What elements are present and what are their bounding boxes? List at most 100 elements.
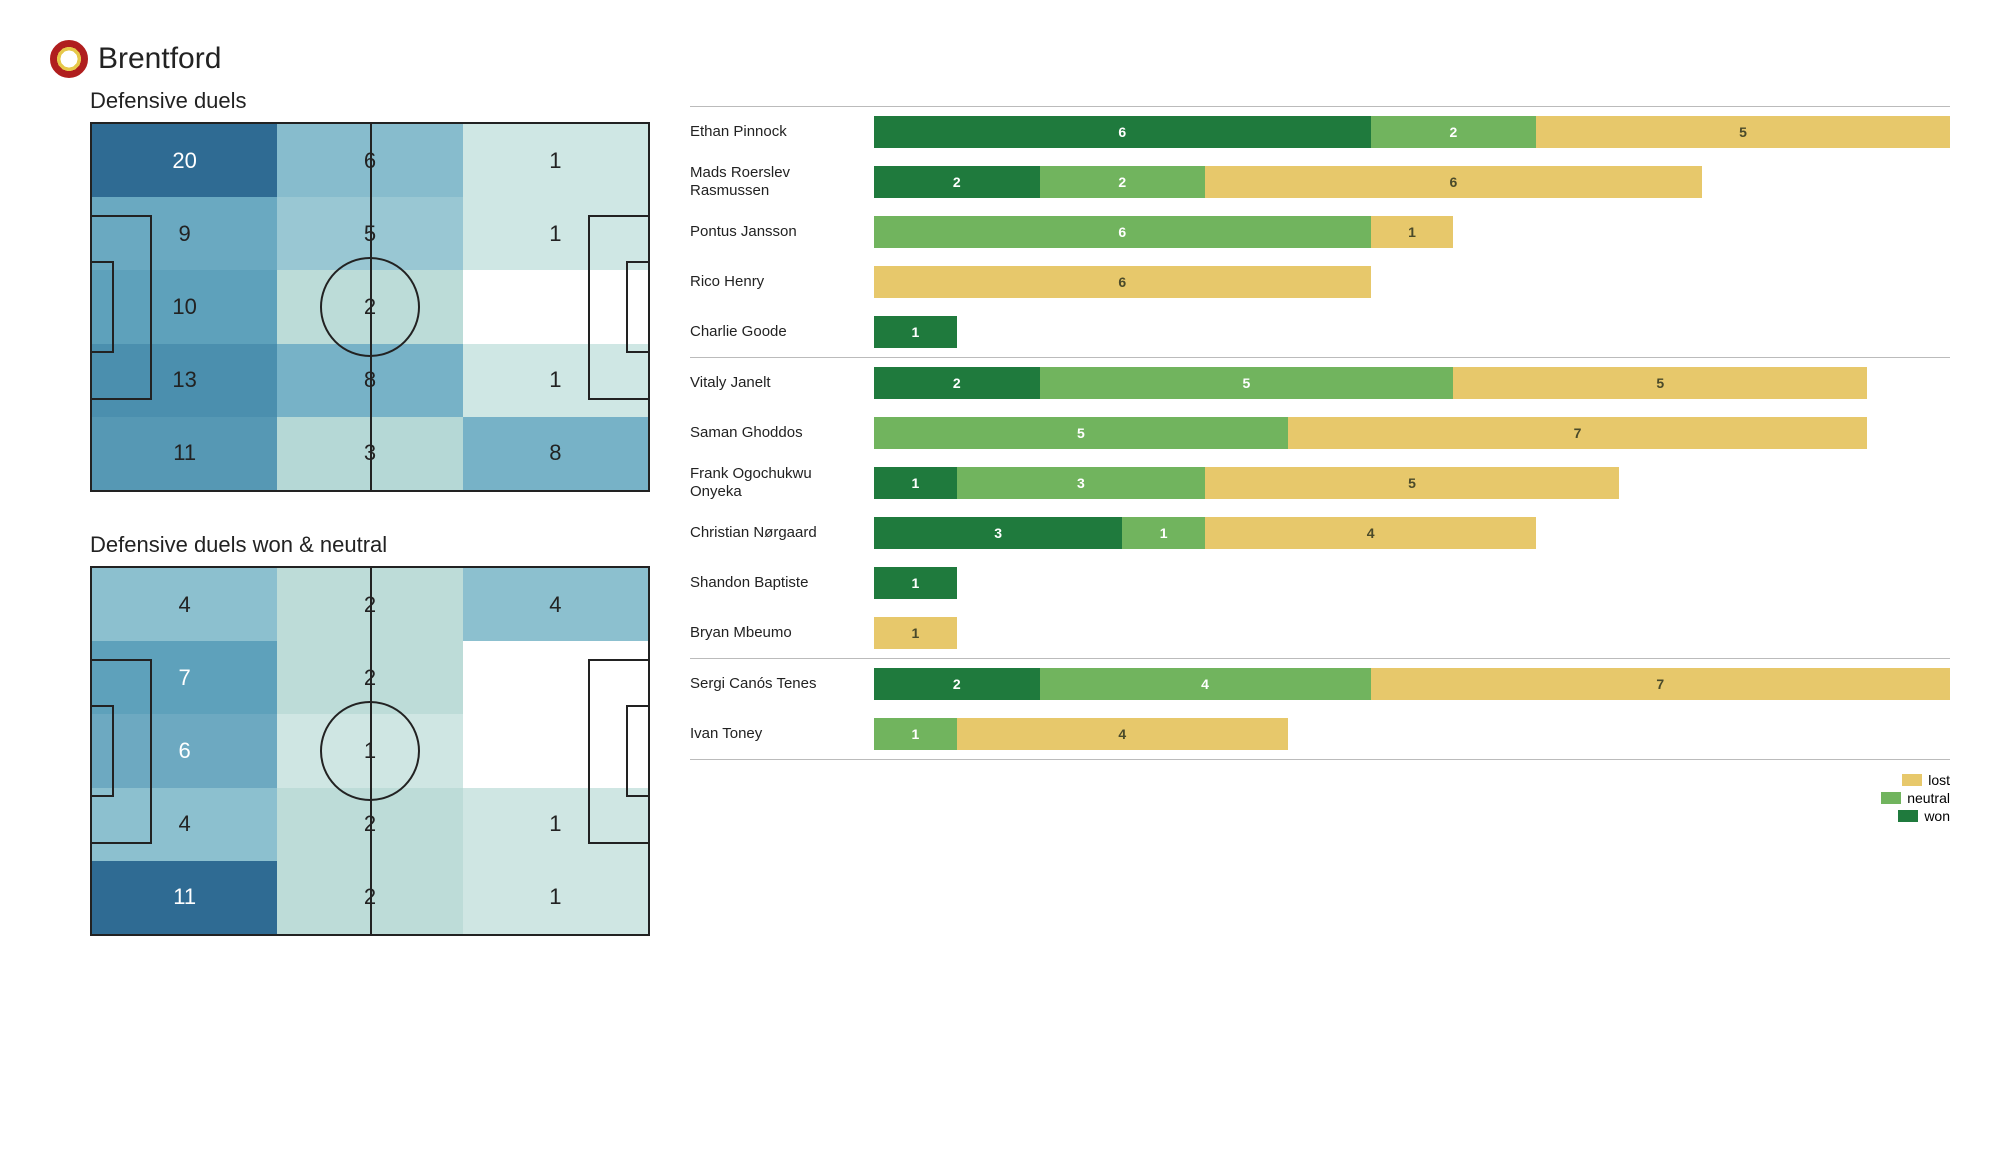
legend-item-won: won — [1898, 808, 1950, 824]
heatmap-cell: 1 — [463, 124, 648, 197]
player-group: Sergi Canós Tenes247Ivan Toney14 — [690, 658, 1950, 760]
bar-track: 1 — [874, 316, 1950, 348]
player-bar-row: Saman Ghoddos57 — [690, 408, 1950, 458]
legend-swatch-icon — [1898, 810, 1918, 822]
heatmap-cell: 2 — [277, 641, 462, 714]
heatmap-cell: 2 — [277, 788, 462, 861]
player-name-label: Shandon Baptiste — [690, 574, 860, 592]
player-bar-row: Sergi Canós Tenes247 — [690, 659, 1950, 709]
pitch-chart: 206195110213811138 — [90, 122, 650, 492]
bar-track: 1 — [874, 567, 1950, 599]
player-name-label: Ivan Toney — [690, 725, 860, 743]
player-name-label: Mads Roerslev Rasmussen — [690, 164, 860, 200]
player-group: Vitaly Janelt255Saman Ghoddos57Frank Ogo… — [690, 357, 1950, 658]
player-name-label: Charlie Goode — [690, 323, 860, 341]
heatmap-cell: 8 — [463, 417, 648, 490]
player-name-label: Bryan Mbeumo — [690, 624, 860, 642]
player-name-label: Frank Ogochukwu Onyeka — [690, 465, 860, 501]
heatmap-defensive-duels: Defensive duels 206195110213811138 — [90, 88, 650, 492]
bar-track: 14 — [874, 718, 1950, 750]
heatmap-cell — [463, 714, 648, 787]
heatmap-cell: 1 — [463, 344, 648, 417]
legend-swatch-icon — [1902, 774, 1922, 786]
bar-segment-neutral: 1 — [1122, 517, 1205, 549]
bar-segment-won: 3 — [874, 517, 1122, 549]
heatmaps-column: Defensive duels 206195110213811138 Defen… — [50, 84, 650, 976]
player-name-label: Rico Henry — [690, 273, 860, 291]
bar-track: 226 — [874, 166, 1950, 198]
heatmap-cell: 5 — [277, 197, 462, 270]
heatmap-cell: 1 — [463, 861, 648, 934]
bar-legend: lost neutral won — [690, 772, 1950, 824]
bar-track: 6 — [874, 266, 1950, 298]
heatmap-cell: 7 — [92, 641, 277, 714]
heatmap-cell: 6 — [277, 124, 462, 197]
player-bar-row: Pontus Jansson 61 — [690, 207, 1950, 257]
bar-segment-lost: 5 — [1536, 116, 1950, 148]
heatmap-cell: 3 — [277, 417, 462, 490]
player-name-label: Pontus Jansson — [690, 223, 860, 241]
heatmap-cell — [463, 270, 648, 343]
player-bar-row: Vitaly Janelt255 — [690, 358, 1950, 408]
bar-segment-lost: 6 — [1205, 166, 1702, 198]
heatmap-defensive-duels-won-neutral: Defensive duels won & neutral 4247261421… — [90, 532, 650, 936]
bar-segment-won: 1 — [874, 467, 957, 499]
player-bar-row: Mads Roerslev Rasmussen 226 — [690, 157, 1950, 207]
heatmap-cell: 1 — [463, 788, 648, 861]
bar-segment-neutral: 6 — [874, 216, 1371, 248]
player-bars-column: Ethan Pinnock625Mads Roerslev Rasmussen2… — [690, 84, 1950, 824]
bar-segment-won: 2 — [874, 367, 1040, 399]
player-name-label: Saman Ghoddos — [690, 424, 860, 442]
pitch-chart: 42472614211121 — [90, 566, 650, 936]
bar-segment-neutral: 3 — [957, 467, 1205, 499]
bar-segment-neutral: 1 — [874, 718, 957, 750]
heatmap-cell: 9 — [92, 197, 277, 270]
heatmap-grid: 42472614211121 — [92, 568, 648, 934]
legend-swatch-icon — [1881, 792, 1901, 804]
player-name-label: Ethan Pinnock — [690, 123, 860, 141]
heatmap-cell: 11 — [92, 861, 277, 934]
player-name-label: Sergi Canós Tenes — [690, 675, 860, 693]
heatmap-cell — [463, 641, 648, 714]
bar-segment-won: 2 — [874, 668, 1040, 700]
heatmap-cell: 4 — [92, 568, 277, 641]
heatmap-cell: 11 — [92, 417, 277, 490]
heatmap-cell: 10 — [92, 270, 277, 343]
heatmap-title: Defensive duels won & neutral — [90, 532, 650, 558]
player-name-label: Christian Nørgaard — [690, 524, 860, 542]
header: Brentford — [50, 40, 1950, 78]
bar-track: 61 — [874, 216, 1950, 248]
bar-track: 255 — [874, 367, 1950, 399]
bar-segment-neutral: 2 — [1371, 116, 1537, 148]
bar-segment-lost: 6 — [874, 266, 1371, 298]
bar-segment-neutral: 5 — [1040, 367, 1454, 399]
player-bar-row: Shandon Baptiste 1 — [690, 558, 1950, 608]
player-bar-row: Ivan Toney 14 — [690, 709, 1950, 759]
player-group: Ethan Pinnock625Mads Roerslev Rasmussen2… — [690, 106, 1950, 357]
player-bars-root: Ethan Pinnock625Mads Roerslev Rasmussen2… — [690, 106, 1950, 760]
bar-segment-lost: 7 — [1288, 417, 1867, 449]
heatmap-cell: 4 — [463, 568, 648, 641]
legend-item-lost: lost — [1902, 772, 1950, 788]
bar-track: 314 — [874, 517, 1950, 549]
bar-segment-neutral: 2 — [1040, 166, 1206, 198]
legend-label: neutral — [1907, 790, 1950, 806]
player-name-label: Vitaly Janelt — [690, 374, 860, 392]
bar-track: 1 — [874, 617, 1950, 649]
bar-segment-won: 1 — [874, 316, 957, 348]
bar-track: 625 — [874, 116, 1950, 148]
legend-label: lost — [1928, 772, 1950, 788]
heatmap-cell: 13 — [92, 344, 277, 417]
player-bar-row: Charlie Goode 1 — [690, 307, 1950, 357]
heatmap-cell: 6 — [92, 714, 277, 787]
player-bar-row: Ethan Pinnock 625 — [690, 107, 1950, 157]
heatmap-cell: 1 — [463, 197, 648, 270]
bar-track: 135 — [874, 467, 1950, 499]
player-bar-row: Frank Ogochukwu Onyeka 135 — [690, 458, 1950, 508]
team-name: Brentford — [98, 42, 221, 76]
main-layout: Defensive duels 206195110213811138 Defen… — [50, 84, 1950, 976]
player-bar-row: Rico Henry 6 — [690, 257, 1950, 307]
bar-segment-lost: 5 — [1453, 367, 1867, 399]
heatmap-title: Defensive duels — [90, 88, 650, 114]
bar-segment-won: 6 — [874, 116, 1371, 148]
